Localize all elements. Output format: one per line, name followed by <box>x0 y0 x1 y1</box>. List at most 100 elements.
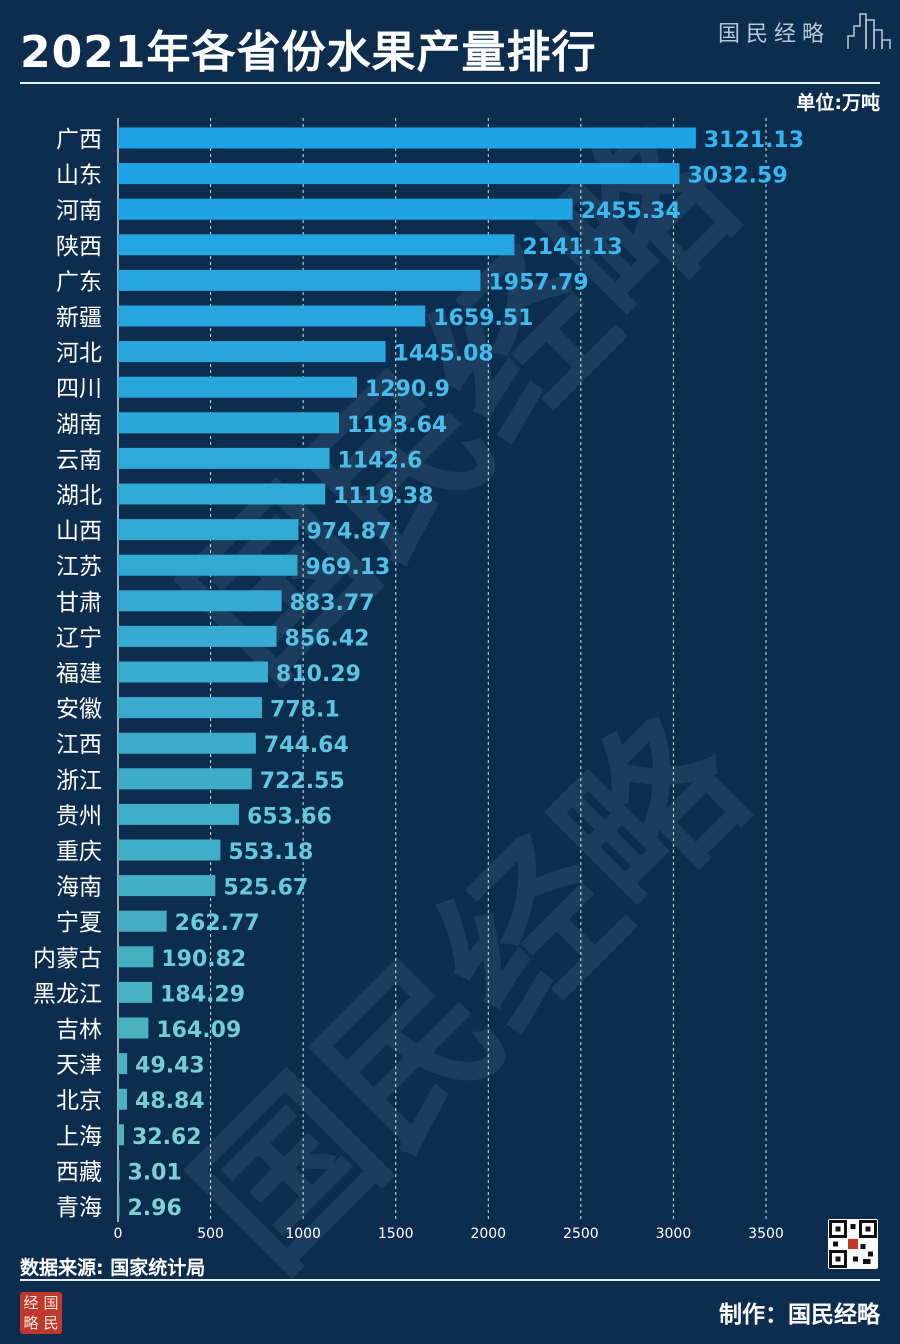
bar <box>118 1017 149 1039</box>
x-tick-label: 1500 <box>378 1226 414 1242</box>
value-label: 48.84 <box>135 1089 205 1114</box>
category-label: 广西 <box>56 127 102 153</box>
bar <box>118 946 154 968</box>
seal-char: 民 <box>43 1314 59 1332</box>
value-label: 856.42 <box>285 626 370 651</box>
bar <box>118 697 263 719</box>
category-label: 云南 <box>56 447 102 473</box>
footer-divider <box>20 1279 880 1281</box>
value-label: 969.13 <box>305 555 390 580</box>
bar <box>118 234 515 256</box>
value-label: 32.62 <box>132 1125 202 1150</box>
value-label: 190.82 <box>161 947 246 972</box>
value-label: 2141.13 <box>522 235 622 260</box>
bar <box>118 875 216 897</box>
bar <box>118 1088 128 1110</box>
x-tick-label: 0 <box>114 1226 123 1242</box>
seal-char: 略 <box>23 1314 39 1332</box>
category-label: 陕西 <box>56 234 102 260</box>
page-title: 2021年各省份水果产量排行 <box>20 27 597 78</box>
value-label: 525.67 <box>223 876 308 901</box>
x-tick-label: 1000 <box>285 1226 321 1242</box>
category-label: 海南 <box>56 875 102 901</box>
value-label: 164.09 <box>156 1018 241 1043</box>
value-label: 1119.38 <box>333 484 433 509</box>
category-label: 福建 <box>56 661 102 687</box>
category-label: 山东 <box>56 163 102 189</box>
category-label: 青海 <box>56 1195 102 1221</box>
category-label: 天津 <box>56 1053 102 1079</box>
category-label: 新疆 <box>56 305 102 331</box>
bar <box>118 447 330 469</box>
title-divider <box>20 82 880 84</box>
value-label: 553.18 <box>228 840 313 865</box>
category-label: 甘肃 <box>56 590 102 616</box>
bar <box>118 839 221 861</box>
value-label: 184.29 <box>160 982 245 1007</box>
category-label: 内蒙古 <box>33 946 102 972</box>
bar <box>118 483 326 505</box>
bar <box>118 1195 120 1217</box>
category-label: 河南 <box>56 198 102 224</box>
value-label: 3032.59 <box>687 164 787 189</box>
value-label: 778.1 <box>270 698 340 723</box>
bar <box>118 376 358 398</box>
value-label: 1290.9 <box>365 377 450 402</box>
bar <box>118 1159 120 1181</box>
value-label: 1659.51 <box>433 306 533 331</box>
value-label: 744.64 <box>264 733 349 758</box>
data-source: 数据来源: 国家统计局 <box>20 1257 206 1279</box>
bar <box>118 661 269 683</box>
x-tick-label: 3000 <box>656 1226 692 1242</box>
bar <box>118 412 339 434</box>
category-label: 广东 <box>56 269 102 295</box>
bar <box>118 341 386 363</box>
category-label: 上海 <box>56 1124 102 1150</box>
category-label: 吉林 <box>56 1017 102 1043</box>
category-label: 重庆 <box>56 839 102 865</box>
category-label: 河北 <box>56 341 102 367</box>
bar <box>118 198 573 220</box>
brand-seal: 经 国 略 民 <box>20 1292 62 1334</box>
bar <box>118 910 167 932</box>
seal-char: 国 <box>43 1294 59 1312</box>
bar <box>118 305 426 327</box>
bar <box>118 625 277 647</box>
value-label: 810.29 <box>276 662 361 687</box>
qr-code[interactable] <box>828 1219 878 1269</box>
category-label: 湖南 <box>56 412 102 438</box>
bar <box>118 519 299 541</box>
category-label: 江苏 <box>56 554 102 580</box>
category-label: 宁夏 <box>56 910 102 936</box>
category-label: 四川 <box>56 376 102 402</box>
value-label: 974.87 <box>306 520 391 545</box>
value-label: 2455.34 <box>581 199 681 224</box>
brand-logo-text: 国民经略 <box>718 22 831 47</box>
qr-code-icon <box>829 1220 877 1268</box>
bar <box>118 554 298 576</box>
value-label: 1445.08 <box>394 342 494 367</box>
bar <box>118 269 481 291</box>
value-label: 1957.79 <box>488 270 588 295</box>
value-label: 2.96 <box>128 1196 182 1221</box>
bar <box>118 127 696 149</box>
value-label: 3.01 <box>128 1160 182 1185</box>
value-label: 1193.64 <box>347 413 447 438</box>
bar <box>118 163 680 185</box>
bar <box>118 1124 125 1146</box>
value-label: 3121.13 <box>704 128 804 153</box>
category-label: 黑龙江 <box>33 981 102 1007</box>
category-label: 安徽 <box>56 697 102 723</box>
x-tick-label: 3500 <box>748 1226 784 1242</box>
value-label: 1142.6 <box>338 448 423 473</box>
category-label: 山西 <box>56 519 102 545</box>
bar <box>118 732 256 754</box>
bar <box>118 590 282 612</box>
unit-label: 单位:万吨 <box>796 92 880 114</box>
x-tick-label: 2000 <box>470 1226 506 1242</box>
category-label: 贵州 <box>56 803 102 829</box>
category-label: 辽宁 <box>56 625 102 651</box>
value-label: 722.55 <box>260 769 345 794</box>
value-label: 262.77 <box>175 911 260 936</box>
bar <box>118 981 153 1003</box>
